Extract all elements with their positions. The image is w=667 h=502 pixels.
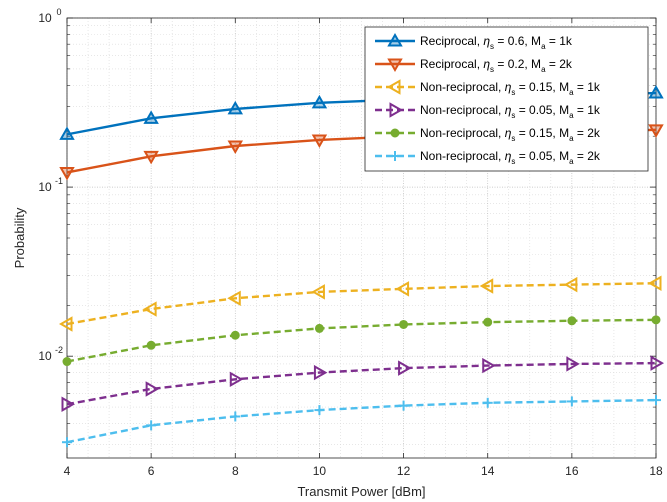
series-6-point xyxy=(398,400,409,411)
series-1-point xyxy=(227,100,244,115)
series-3-point xyxy=(143,301,157,317)
y-tick-exponent: -1 xyxy=(55,176,63,186)
legend-label: Reciprocal, ηs = 0.6, Ma = 1k xyxy=(420,34,573,51)
y-tick-exponent: 0 xyxy=(56,7,61,17)
legend-marker xyxy=(387,32,403,47)
legend-entry-6: Non-reciprocal, ηs = 0.05, Ma = 2k xyxy=(375,149,601,166)
series-3-point xyxy=(647,275,662,291)
legend-box xyxy=(364,26,649,172)
series-4-point xyxy=(313,364,328,381)
series-3 xyxy=(58,275,662,332)
series-4-point xyxy=(398,360,412,376)
series-2-point xyxy=(311,134,328,148)
series-4-point xyxy=(229,371,244,388)
series-2-point xyxy=(648,124,664,138)
series-line-5 xyxy=(66,318,657,363)
minor-grid xyxy=(67,18,656,458)
x-tick-label: 16 xyxy=(565,464,579,478)
series-4-point xyxy=(566,356,580,372)
x-axis-label: Transmit Power [dBm] xyxy=(297,484,425,499)
x-axis-ticks: 4 6 8 10 12 14 16 18 xyxy=(64,18,663,478)
x-tick-label: 6 xyxy=(148,464,155,478)
series-4-point xyxy=(650,355,665,371)
y-tick-label: 10 xyxy=(38,349,52,363)
series-2-point xyxy=(59,166,75,181)
series-5-point xyxy=(62,357,72,367)
series-6-point xyxy=(146,420,157,431)
x-tick-label: 4 xyxy=(64,464,71,478)
y-axis-label: Probability xyxy=(12,207,27,268)
y-tick-label: 10 xyxy=(38,180,52,194)
series-line-6 xyxy=(66,398,657,444)
legend-entry-5: Non-reciprocal, ηs = 0.15, Ma = 2k xyxy=(375,126,601,143)
series-3-point xyxy=(311,284,325,300)
series-line-4 xyxy=(66,361,657,406)
legend-marker xyxy=(387,58,403,73)
legend-label: Non-reciprocal, ηs = 0.15, Ma = 1k xyxy=(420,80,601,97)
x-tick-label: 12 xyxy=(397,464,411,478)
series-5-point xyxy=(567,316,577,326)
legend-entry-3: Non-reciprocal, ηs = 0.15, Ma = 1k xyxy=(375,79,601,97)
x-tick-label: 10 xyxy=(313,464,327,478)
x-tick-label: 14 xyxy=(481,464,495,478)
series-1-point xyxy=(143,110,159,124)
legend-marker xyxy=(386,79,401,95)
series-3-point xyxy=(227,290,241,307)
legend-label: Non-reciprocal, ηs = 0.05, Ma = 1k xyxy=(420,103,601,120)
legend-label: Reciprocal, ηs = 0.2, Ma = 2k xyxy=(420,57,573,74)
series-6 xyxy=(62,395,661,448)
series-6-point xyxy=(314,405,325,416)
series-5-point xyxy=(230,330,240,340)
series-3-point xyxy=(395,281,410,297)
legend-entry-2: Reciprocal, ηs = 0.2, Ma = 2k xyxy=(375,57,573,74)
series-4-point xyxy=(145,381,160,397)
series-4-point xyxy=(61,396,76,412)
legend-label: Non-reciprocal, ηs = 0.05, Ma = 2k xyxy=(420,149,601,166)
series-4 xyxy=(61,355,665,412)
series-1-point xyxy=(311,94,328,109)
y-tick-exponent: -2 xyxy=(55,345,63,355)
series-3-point xyxy=(58,316,73,332)
series-4-point xyxy=(482,357,496,374)
x-tick-label: 8 xyxy=(232,464,239,478)
legend-label: Non-reciprocal, ηs = 0.15, Ma = 2k xyxy=(420,126,601,143)
series-5-point xyxy=(483,317,493,327)
series-1-point xyxy=(648,85,664,99)
series-2-point xyxy=(227,140,244,155)
legend-entry-4: Non-reciprocal, ηs = 0.05, Ma = 1k xyxy=(375,102,601,120)
series-6-point xyxy=(230,411,241,422)
series-1-point xyxy=(59,126,75,140)
series-2-point xyxy=(143,150,159,165)
series-3-point xyxy=(563,276,578,293)
legend-marker xyxy=(389,102,404,118)
legend: Reciprocal, ηs = 0.6, Ma = 1k Reciprocal,… xyxy=(364,26,649,172)
x-tick-label: 18 xyxy=(649,464,663,478)
y-tick-label: 10 xyxy=(38,11,52,25)
series-5-point xyxy=(146,340,156,350)
series-6-point xyxy=(482,397,493,408)
legend-entry-1: Reciprocal, ηs = 0.6, Ma = 1k xyxy=(375,32,573,51)
series-5-point xyxy=(399,319,409,329)
series-5-point xyxy=(314,323,324,333)
series-6-point xyxy=(566,396,577,407)
series-3-point xyxy=(479,278,494,294)
series-line-3 xyxy=(66,282,657,326)
series-6-point xyxy=(62,437,72,448)
legend-marker xyxy=(390,128,400,138)
series-6-point xyxy=(651,395,661,406)
legend-marker xyxy=(390,151,400,161)
series-5 xyxy=(62,315,661,367)
series-5-point xyxy=(651,315,661,325)
